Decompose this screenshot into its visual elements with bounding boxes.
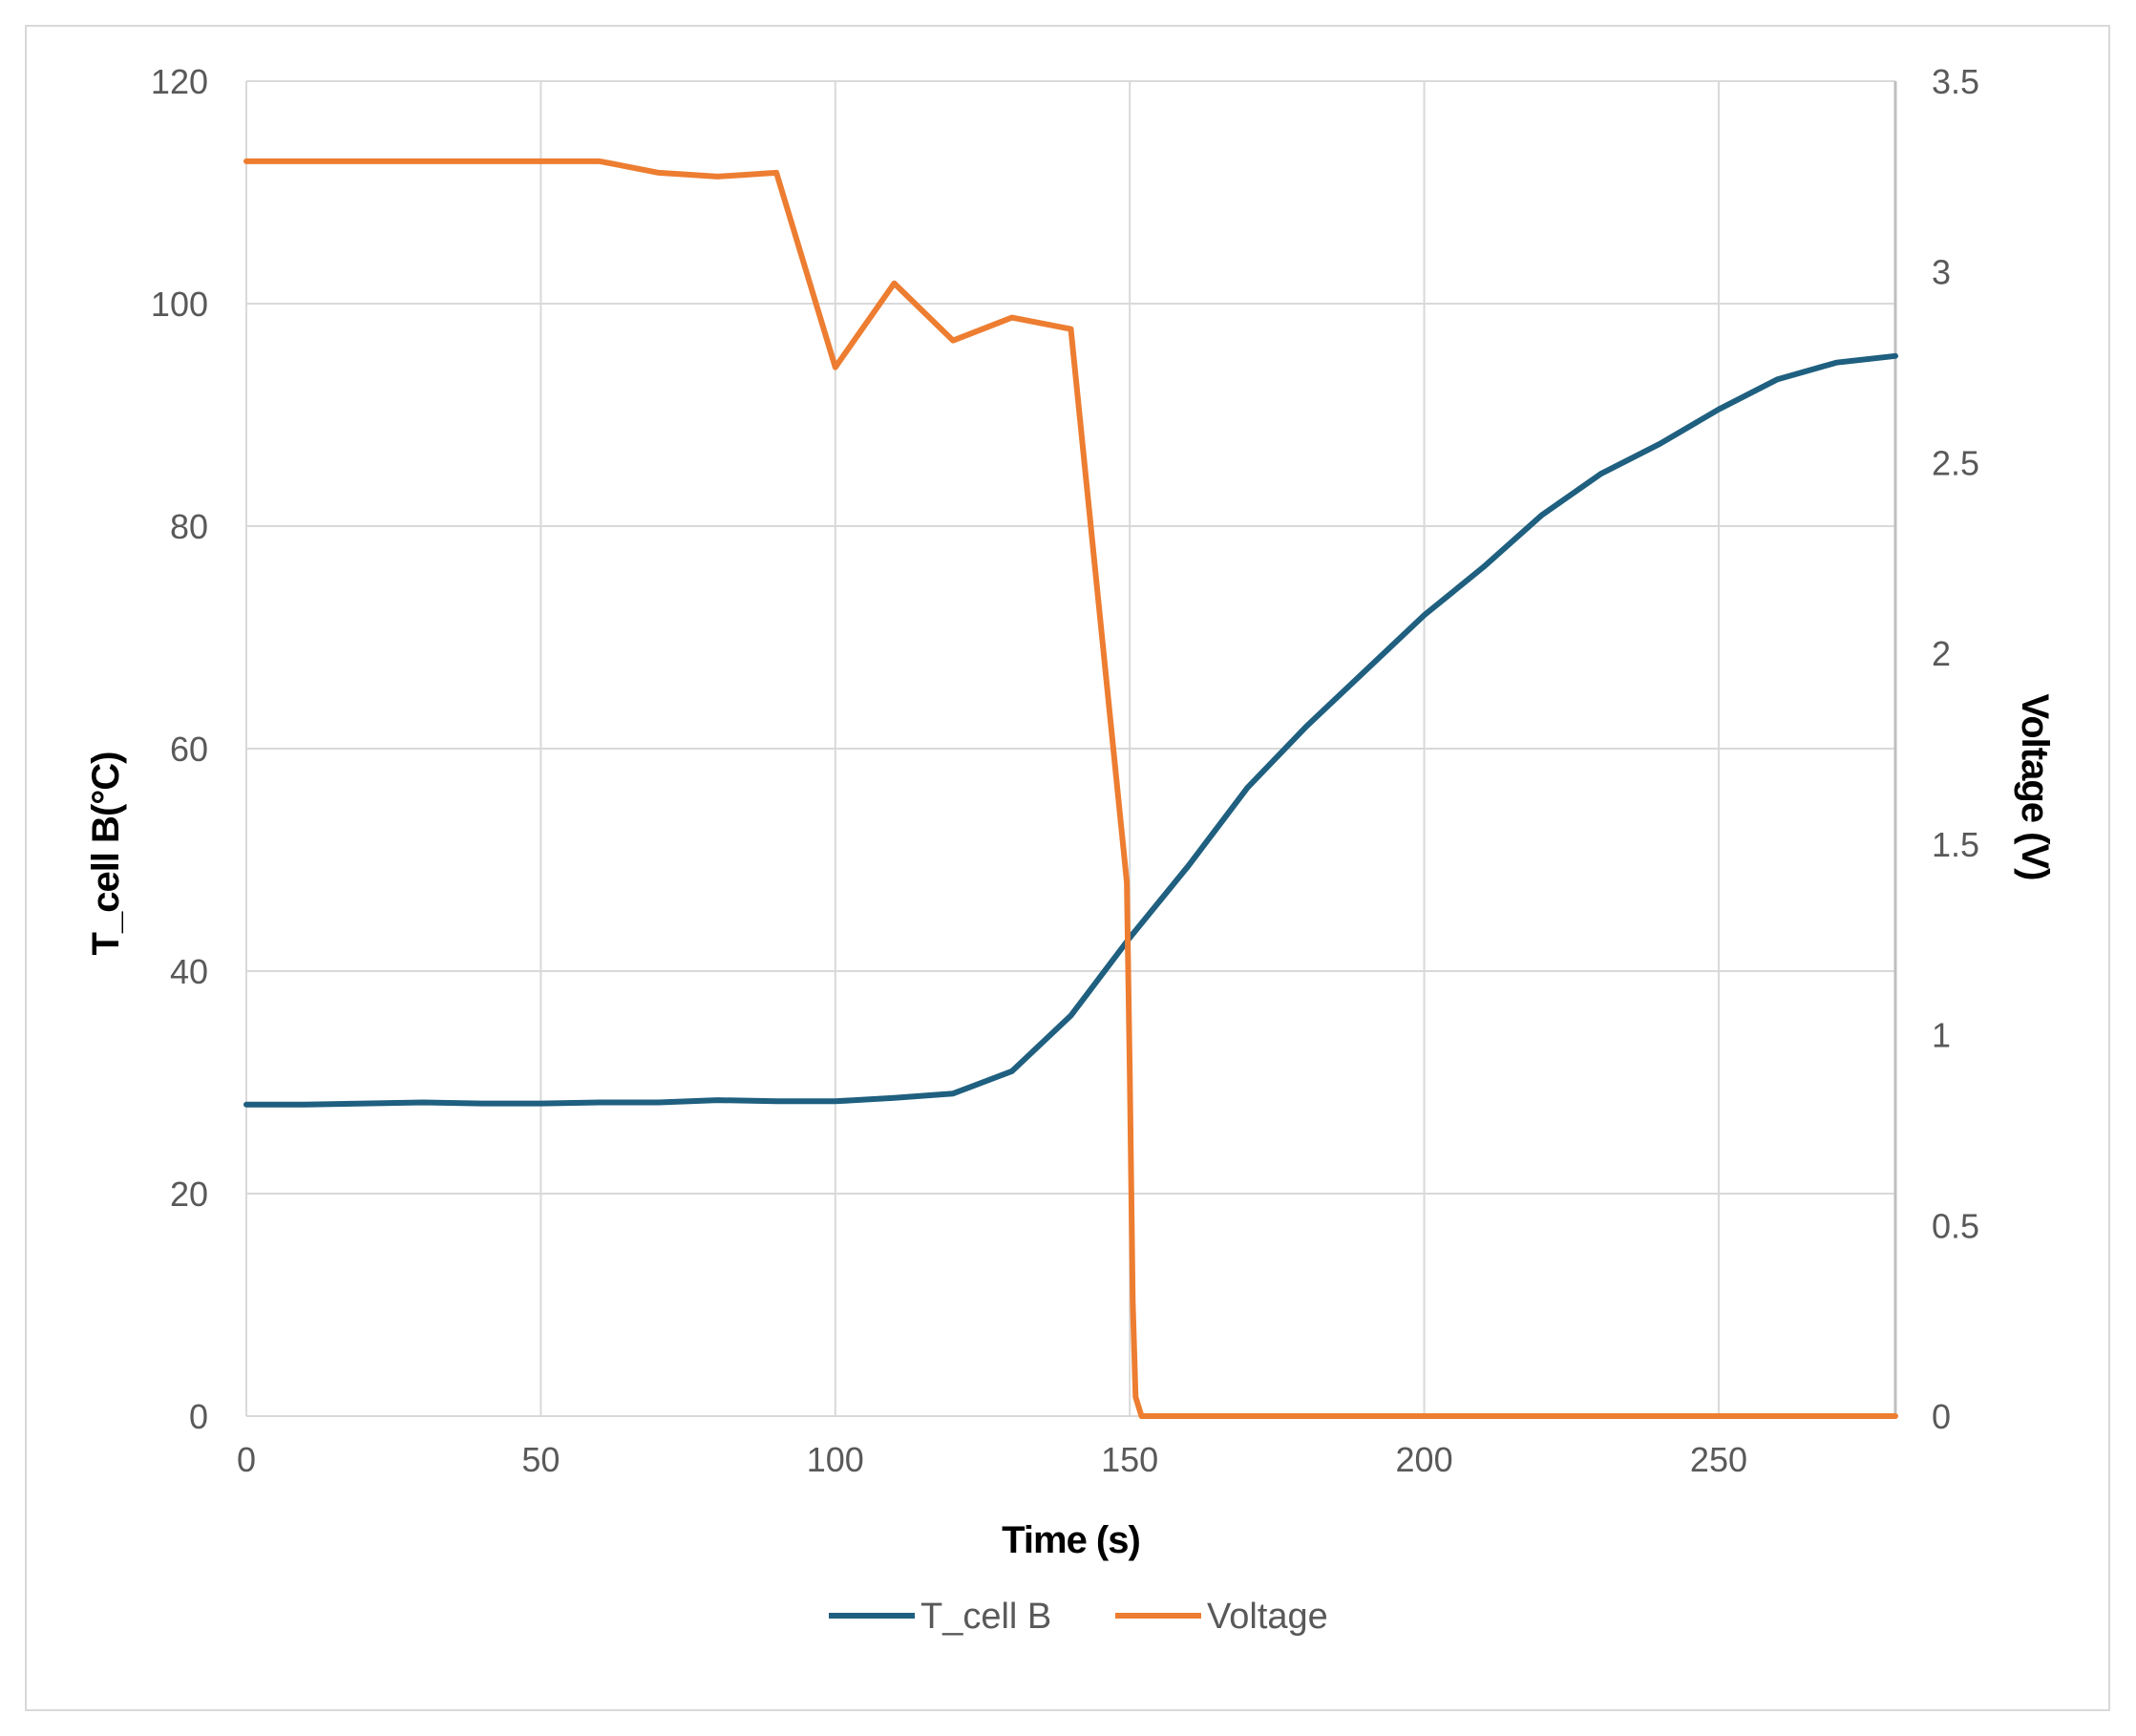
legend-label-t-cell-b: T_cell B	[920, 1597, 1051, 1637]
tick-labels: 0 50 100 150 200 250 0 20 40 60 80 100 120 0 0.5 1 1.5 2 2…	[151, 62, 1979, 1479]
y-axis-title: T_cell B(°C)	[85, 752, 127, 956]
series-layer	[243, 158, 1898, 1419]
y2-tick-label: 2	[1932, 634, 1951, 673]
x-tick-label: 200	[1396, 1440, 1453, 1479]
y-tick-label: 120	[151, 62, 208, 101]
y2-tick-label: 2.5	[1932, 443, 1979, 482]
x-tick-label: 150	[1101, 1440, 1158, 1479]
y2-axis-title: Voltage (V)	[2014, 694, 2056, 880]
series-line-t-cell-b	[243, 352, 1898, 1108]
y-tick-label: 80	[170, 507, 208, 546]
x-tick-label: 100	[807, 1440, 864, 1479]
legend: T_cell B Voltage	[829, 1597, 1328, 1637]
line-chart: 0 50 100 150 200 250 0 20 40 60 80 100 120 0 0.5 1 1.5 2 2…	[85, 62, 2056, 1637]
y2-tick-label: 1	[1932, 1016, 1951, 1055]
y2-tick-label: 1.5	[1932, 825, 1979, 864]
x-axis-title: Time (s)	[1002, 1519, 1140, 1561]
y2-tick-label: 3.5	[1932, 62, 1979, 101]
y2-tick-label: 3	[1932, 253, 1951, 292]
y-tick-label: 100	[151, 285, 208, 324]
y2-tick-label: 0.5	[1932, 1206, 1979, 1245]
y-tick-label: 60	[170, 730, 208, 769]
x-tick-label: 0	[237, 1440, 256, 1479]
chart-container: 0 50 100 150 200 250 0 20 40 60 80 100 120 0 0.5 1 1.5 2 2…	[25, 25, 2110, 1711]
y-tick-label: 40	[170, 952, 208, 991]
series-line-voltage	[243, 158, 1898, 1419]
x-tick-label: 50	[521, 1440, 560, 1479]
legend-label-voltage: Voltage	[1207, 1597, 1328, 1637]
gridlines	[246, 80, 1895, 1416]
y-tick-label: 20	[170, 1175, 208, 1214]
y-tick-label: 0	[189, 1397, 208, 1436]
x-tick-label: 250	[1690, 1440, 1747, 1479]
y2-tick-label: 0	[1932, 1397, 1951, 1436]
